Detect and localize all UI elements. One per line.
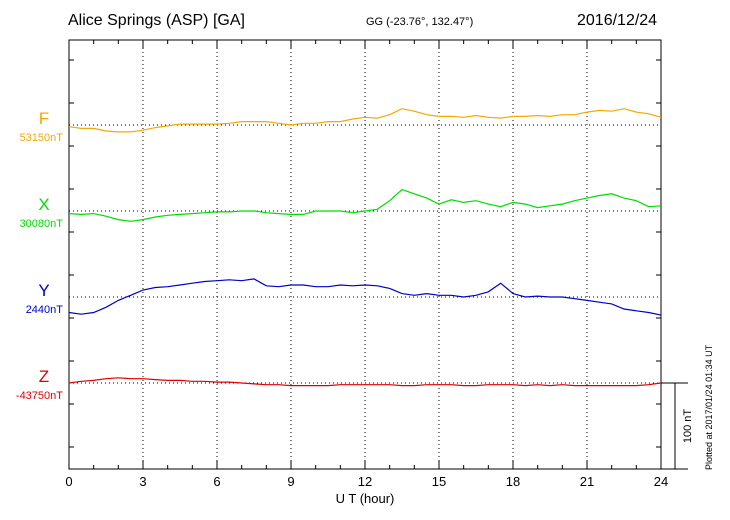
baseline-label-f: 53150nT [20,132,64,144]
coordinates-label: GG (-23.76°, 132.47°) [366,16,474,28]
x-tick-label: 0 [65,474,72,489]
date-label: 2016/12/24 [577,12,658,29]
x-tick-label: 18 [506,474,520,489]
series-line-z [68,377,662,387]
x-tick-label: 12 [358,474,372,489]
series-line-f [68,108,662,133]
series-line-x [68,188,662,222]
station-title: Alice Springs (ASP) [GA] [68,12,245,29]
x-tick-label: 6 [213,474,220,489]
series-name-x: X [38,195,49,214]
baseline-label-x: 30080nT [20,218,64,230]
series-name-f: F [39,109,49,128]
series-line-y [68,278,662,316]
x-tick-label: 21 [580,474,594,489]
baseline-label-z: -43750nT [16,390,63,402]
series-name-z: Z [39,367,49,386]
series-name-y: Y [38,281,49,300]
x-axis-label: U T (hour) [336,491,395,506]
x-tick-label: 15 [432,474,446,489]
baseline-label-y: 2440nT [26,304,64,316]
x-tick-label: 9 [287,474,294,489]
scale-bar-label: 100 nT [682,409,694,444]
x-tick-label: 24 [654,474,668,489]
x-tick-label: 3 [139,474,146,489]
